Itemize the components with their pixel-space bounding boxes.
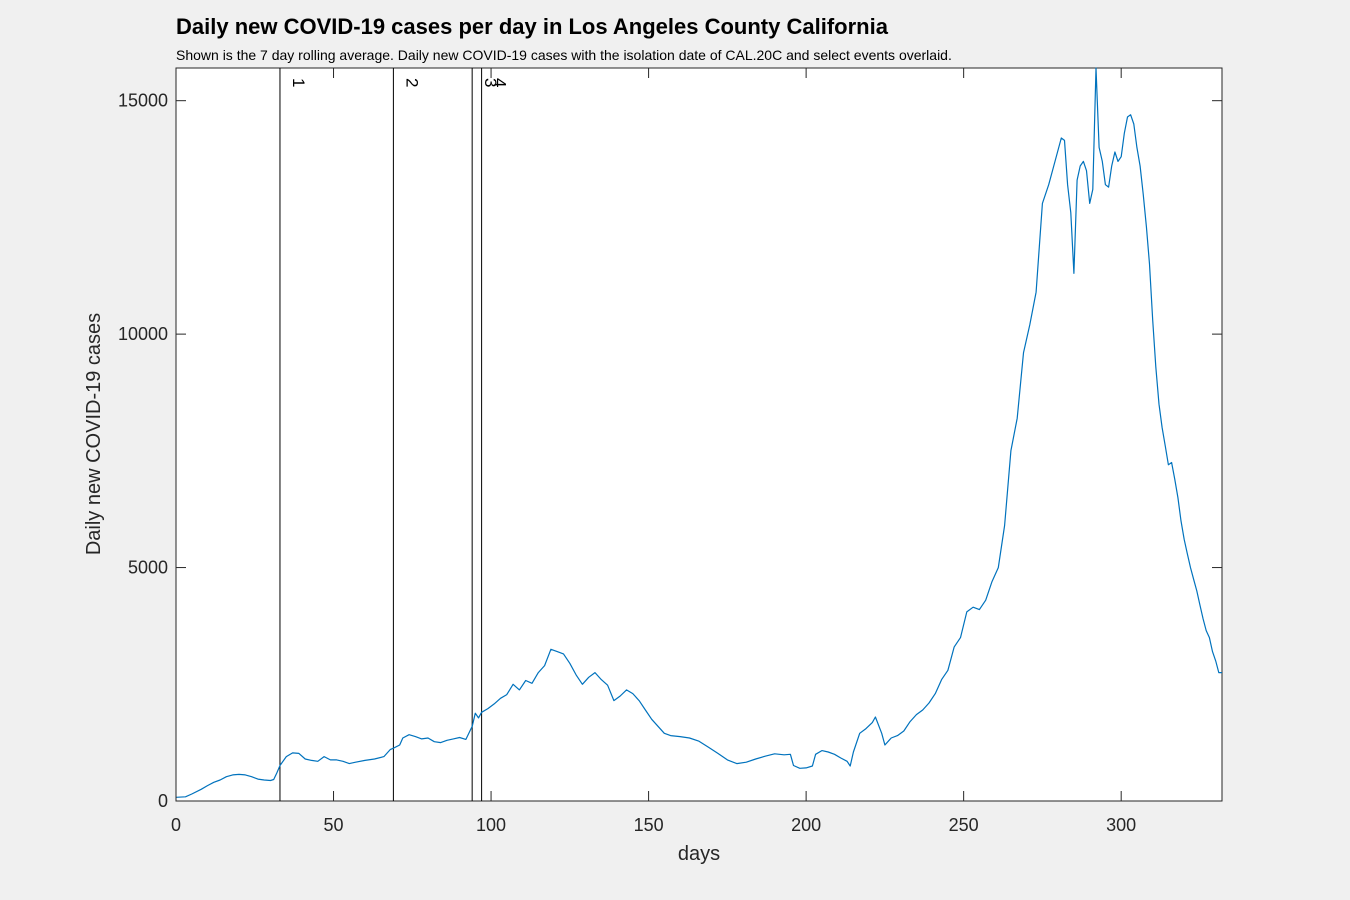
- y-axis-label: Daily new COVID-19 cases: [83, 313, 105, 555]
- series-line: [175, 67, 1222, 798]
- event-label: 3: [481, 78, 500, 87]
- x-tick-label: 0: [171, 815, 181, 835]
- y-tick-label: 10000: [118, 324, 168, 344]
- chart-title: Daily new COVID-19 cases per day in Los …: [176, 14, 889, 39]
- event-markers: 1 2 34: [279, 68, 510, 801]
- chart-subtitle: Shown is the 7 day rolling average. Dail…: [176, 47, 952, 63]
- x-tick-label: 250: [949, 815, 979, 835]
- axes: 0 50 100 150 200 250 300 0 5000 10000 15000: [118, 68, 1222, 835]
- x-tick-label: 100: [476, 815, 506, 835]
- event-label: 4: [491, 78, 510, 87]
- x-tick-label: 300: [1106, 815, 1136, 835]
- series-layer: [175, 67, 1222, 798]
- x-tick-label: 50: [324, 815, 344, 835]
- event-label: 1: [289, 78, 308, 87]
- plot-area: [175, 67, 1223, 802]
- y-tick-label: 15000: [118, 91, 168, 111]
- y-tick-label: 5000: [128, 558, 168, 578]
- y-tick-label: 0: [158, 791, 168, 811]
- x-tick-label: 200: [791, 815, 821, 835]
- event-label: 2: [402, 78, 421, 87]
- x-axis-label: days: [678, 843, 720, 865]
- x-tick-label: 150: [634, 815, 664, 835]
